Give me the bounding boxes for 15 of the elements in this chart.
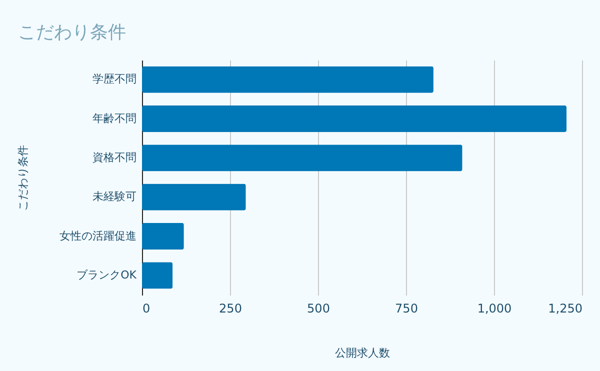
y-tick-label: 年齢不問 (92, 112, 136, 125)
x-tick-label: 1,250 (548, 302, 582, 316)
y-tick-label: 資格不問 (92, 150, 136, 164)
y-tick-label: 女性の活躍促進 (60, 229, 136, 242)
x-tick-label: 250 (219, 302, 242, 316)
x-tick-label: 0 (142, 302, 150, 316)
x-tick-label: 1,000 (477, 302, 512, 316)
y-tick-label: ブランクOK (76, 268, 138, 282)
chart-title: こだわり条件 (18, 22, 126, 43)
y-axis-title: こだわり条件 (16, 145, 30, 211)
x-tick-label: 750 (395, 302, 418, 316)
y-tick-label: 未経験可 (92, 190, 136, 204)
x-tick-label: 500 (307, 302, 330, 316)
x-axis-title: 公開求人数 (335, 346, 390, 360)
y-tick-label: 学歴不問 (92, 72, 136, 86)
